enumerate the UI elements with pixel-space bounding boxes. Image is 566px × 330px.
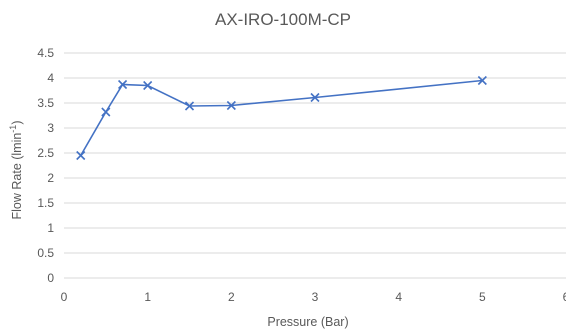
data-point xyxy=(76,150,86,161)
x-tick-label: 6 xyxy=(563,290,566,304)
y-axis-label-end: ) xyxy=(10,120,24,124)
y-tick-label: 2.5 xyxy=(37,146,54,160)
data-point xyxy=(310,92,320,103)
x-tick-label: 2 xyxy=(228,290,235,304)
y-tick-label: 4.5 xyxy=(37,46,54,60)
data-point xyxy=(226,100,236,111)
data-point xyxy=(143,80,153,91)
data-point xyxy=(184,101,195,111)
y-tick-label: 0 xyxy=(47,271,54,285)
x-tick-label: 0 xyxy=(61,290,68,304)
data-point xyxy=(101,107,111,117)
y-axis-ticks: 0 0.5 1 1.5 2 2.5 3 3.5 4 4.5 xyxy=(37,46,54,285)
x-tick-label: 1 xyxy=(144,290,151,304)
y-tick-label: 0.5 xyxy=(37,246,54,260)
y-tick-label: 3 xyxy=(47,121,54,135)
y-tick-label: 4 xyxy=(47,71,54,85)
x-tick-label: 4 xyxy=(395,290,402,304)
x-tick-label: 5 xyxy=(479,290,486,304)
y-axis-label-sup: -1 xyxy=(8,125,18,133)
series-line xyxy=(80,79,483,156)
x-axis-label: Pressure (Bar) xyxy=(267,315,348,329)
data-point xyxy=(477,75,487,86)
x-tick-label: 3 xyxy=(312,290,319,304)
x-axis-ticks: 0 1 2 3 4 5 6 xyxy=(61,290,566,304)
y-axis-label: Flow Rate (lmin-1) xyxy=(8,120,24,219)
y-tick-label: 2 xyxy=(47,171,54,185)
y-tick-label: 1.5 xyxy=(37,196,54,210)
series xyxy=(76,75,487,161)
chart-title: AX-IRO-100M-CP xyxy=(215,10,351,29)
data-point xyxy=(118,79,128,90)
y-axis-label-main: Flow Rate (lmin xyxy=(10,133,24,220)
y-tick-label: 3.5 xyxy=(37,96,54,110)
gridlines xyxy=(64,52,566,279)
y-tick-label: 1 xyxy=(47,221,54,235)
